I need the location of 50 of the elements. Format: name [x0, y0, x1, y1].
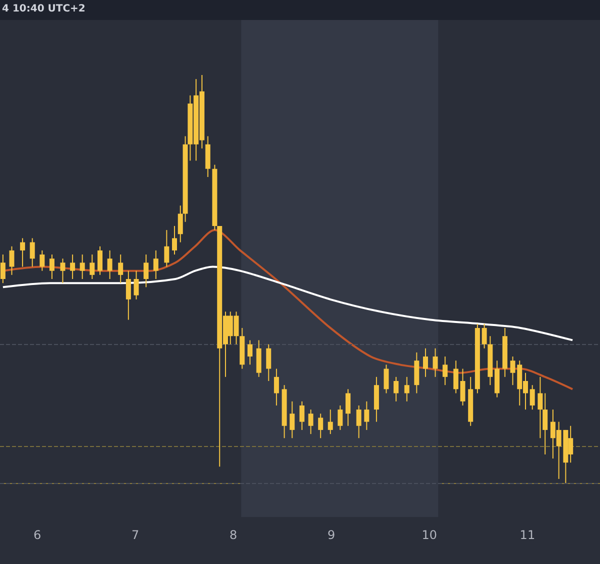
candlestick — [530, 384, 535, 410]
candlestick — [432, 348, 438, 378]
candlestick — [442, 356, 448, 386]
candlestick — [49, 254, 54, 280]
candlestick — [394, 376, 399, 402]
candlestick — [346, 388, 351, 426]
candlestick — [30, 238, 35, 268]
x-tick-label: 9 — [328, 528, 336, 542]
candlestick — [80, 254, 85, 280]
candlestick — [542, 392, 548, 455]
candlestick — [538, 376, 543, 439]
candlestick — [70, 254, 76, 280]
candlestick — [290, 400, 295, 439]
candlestick — [299, 400, 304, 430]
candlestick — [482, 323, 487, 349]
candlestick — [98, 246, 102, 276]
candlestick — [422, 348, 428, 378]
candlestick — [164, 230, 170, 268]
candlestick — [144, 254, 149, 288]
candlestick — [118, 254, 124, 284]
candlestick — [338, 404, 343, 430]
candlestick — [60, 258, 66, 284]
candlestick — [126, 270, 131, 320]
x-tick-label: 11 — [520, 528, 536, 542]
text: 4 10:40 UTC+2 — [2, 4, 86, 14]
x-tick-label: 10 — [422, 528, 438, 542]
candlestick — [364, 400, 370, 430]
candlestick — [153, 250, 158, 280]
candlestick — [308, 409, 314, 435]
candlestick — [0, 254, 6, 284]
x-tick-label: 8 — [230, 528, 238, 542]
candlestick — [328, 409, 333, 435]
candlestick — [356, 404, 362, 439]
candlestick — [172, 225, 178, 256]
candlestick — [9, 246, 14, 276]
candlestick — [274, 368, 279, 406]
candlestick — [510, 356, 516, 386]
x-tick-label: 7 — [131, 528, 140, 542]
candlestick — [266, 344, 272, 382]
candlestick — [20, 238, 26, 268]
x-tick-label: 6 — [33, 528, 42, 542]
candlestick — [404, 376, 410, 402]
candlestick — [40, 250, 45, 272]
candlestick — [134, 270, 139, 300]
candlestick — [384, 364, 389, 394]
candlestick — [178, 205, 183, 243]
candlestick — [248, 340, 252, 366]
candlestick — [107, 250, 112, 280]
candlestick — [90, 254, 95, 280]
candlestick — [318, 413, 324, 439]
